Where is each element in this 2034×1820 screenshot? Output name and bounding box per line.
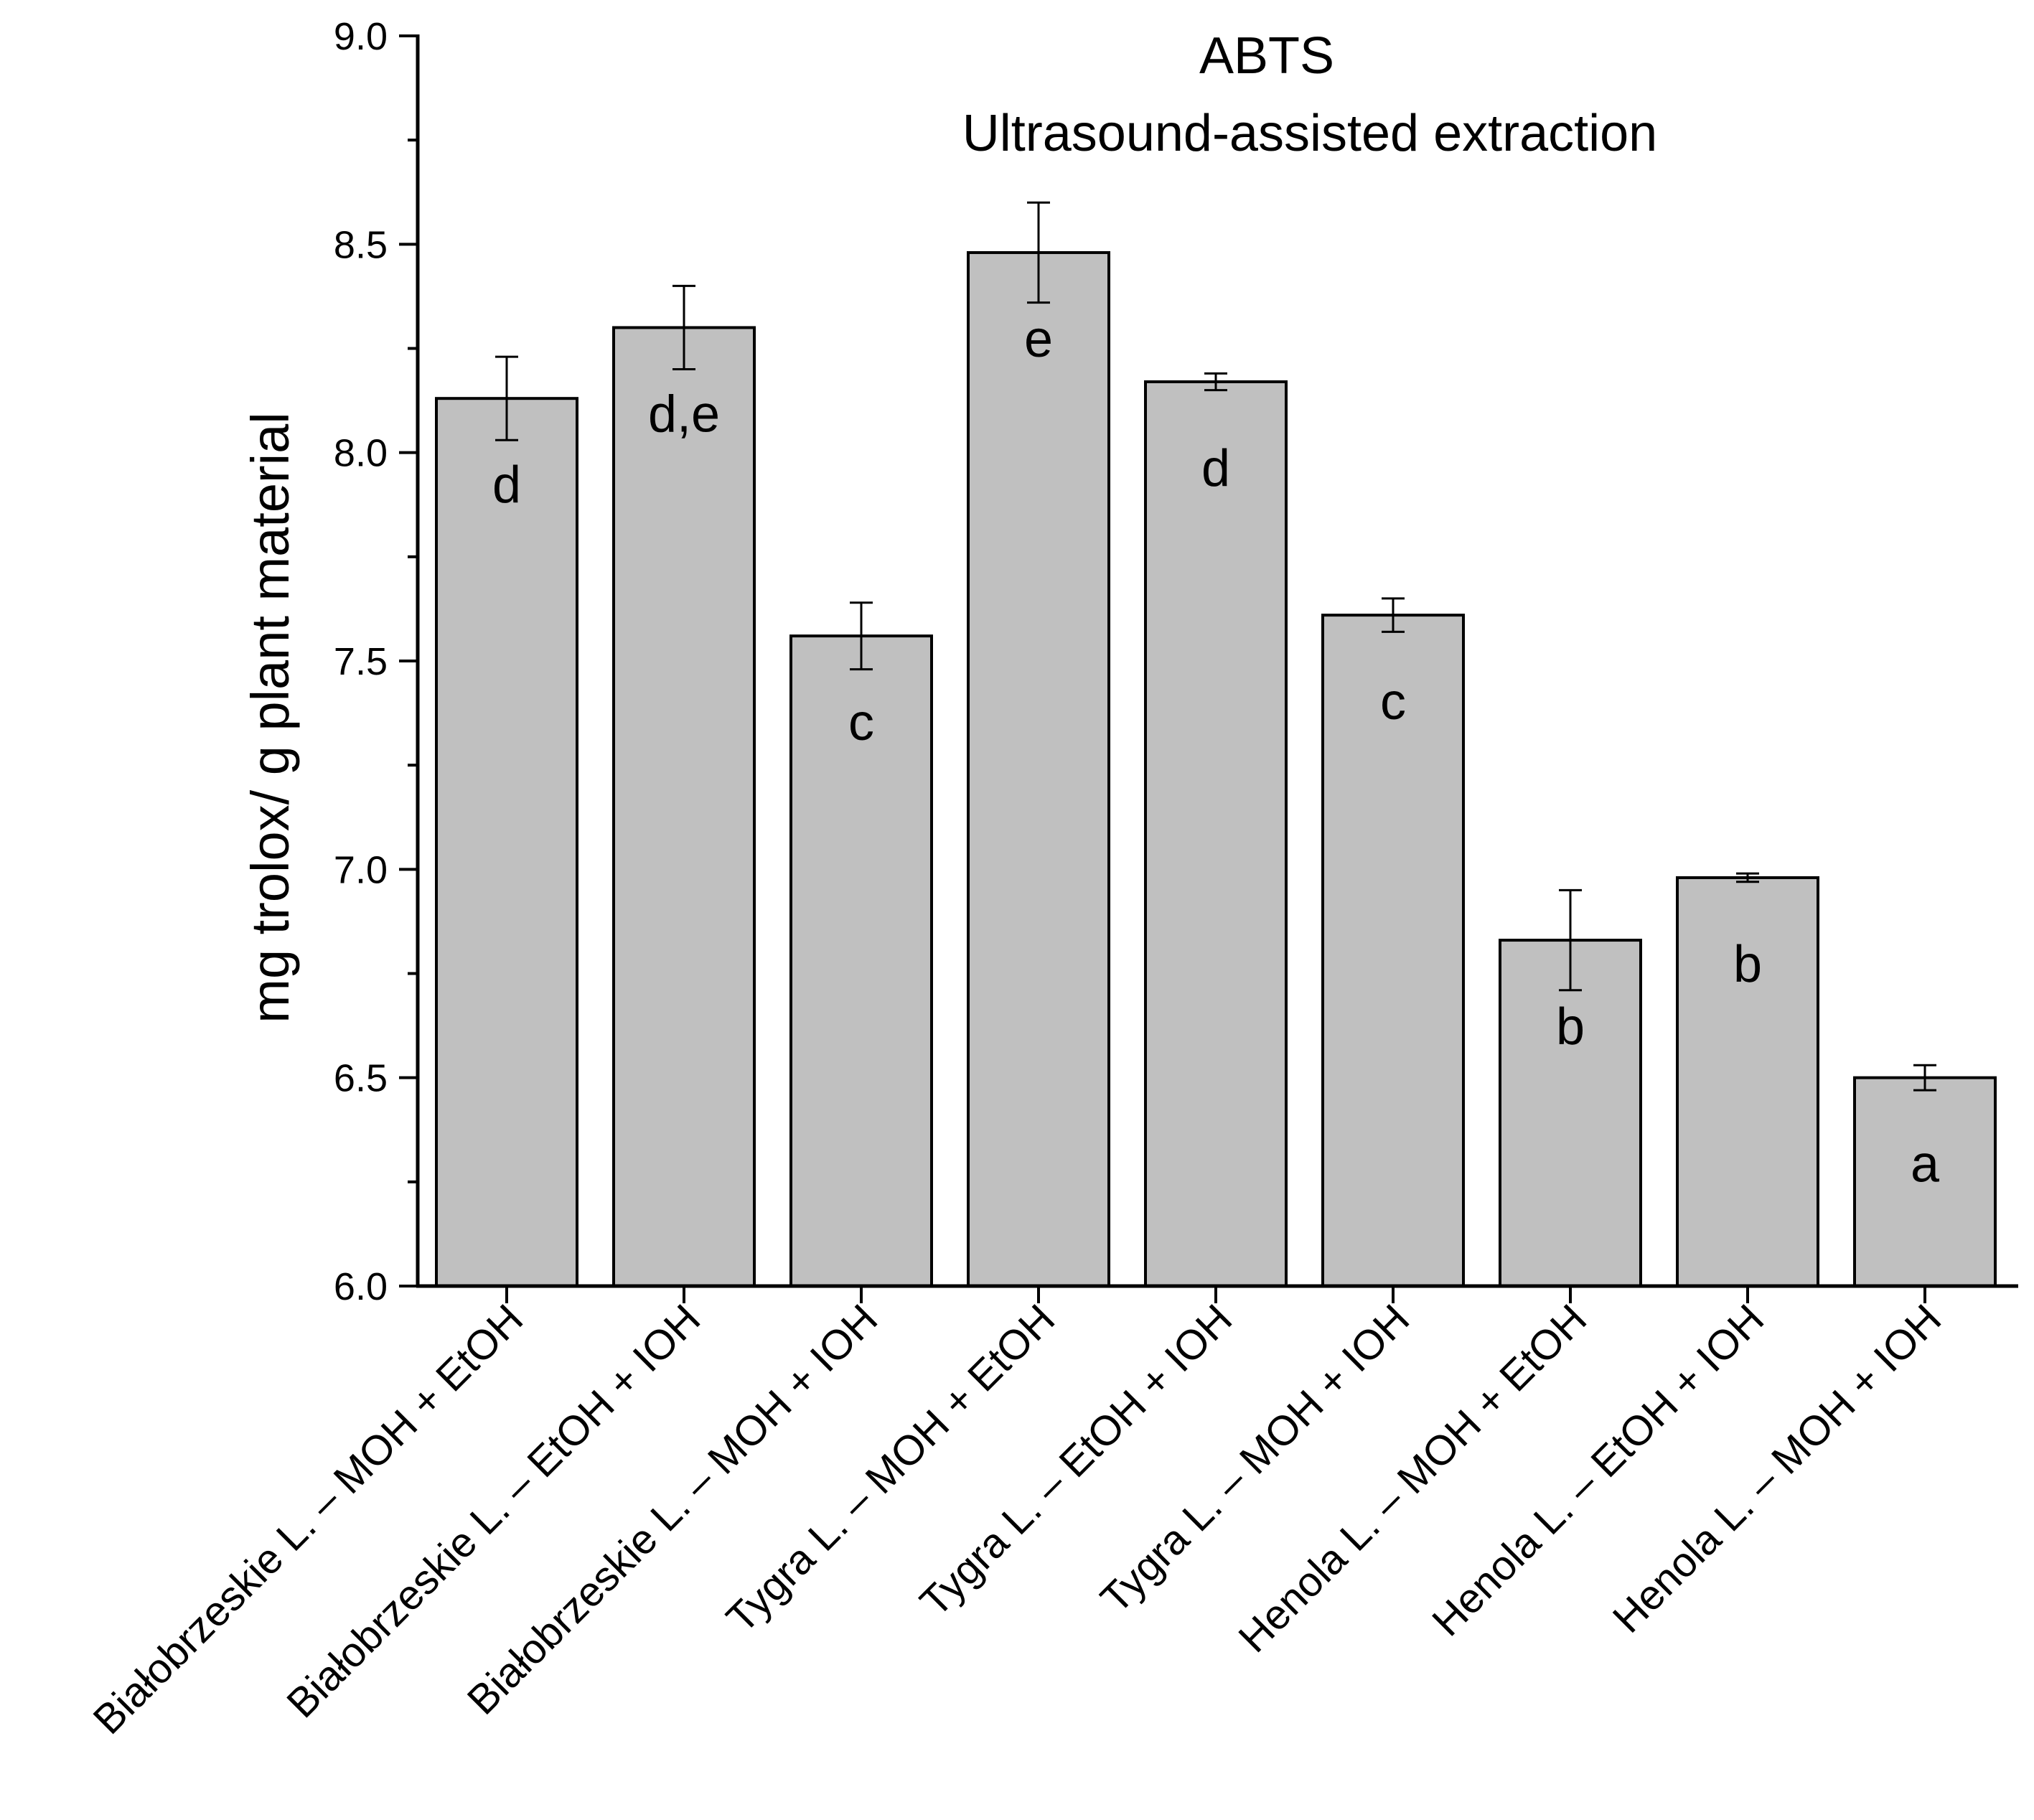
chart-title-line-2: Ultrasound-assisted extraction bbox=[962, 105, 1657, 162]
x-category-label: Henola L. – MOH + IOH bbox=[1604, 1295, 1950, 1641]
y-tick-label: 8.0 bbox=[334, 432, 388, 475]
bar bbox=[1499, 939, 1642, 1287]
y-axis-label: mg trolox/ g plant material bbox=[240, 412, 300, 1023]
significance-label: b bbox=[1733, 936, 1762, 993]
x-category-label: Tygra L. – MOH + IOH bbox=[1092, 1295, 1418, 1622]
y-tick-label: 7.5 bbox=[334, 640, 388, 683]
significance-label: b bbox=[1556, 998, 1585, 1056]
x-category-label: Tygra L. – MOH + EtOH bbox=[718, 1295, 1064, 1641]
y-tick-label: 9.0 bbox=[334, 15, 388, 58]
bar bbox=[435, 397, 578, 1287]
plot-area: dd,ecedcbba6.06.57.07.58.08.59.0Białobrz… bbox=[84, 15, 2018, 1743]
bar bbox=[612, 326, 756, 1287]
x-category-label: Henola L. – EtOH + IOH bbox=[1423, 1295, 1773, 1645]
y-tick-label: 6.5 bbox=[334, 1057, 388, 1100]
significance-label: a bbox=[1911, 1136, 1940, 1193]
significance-label: c bbox=[1380, 673, 1406, 731]
bar bbox=[967, 250, 1110, 1287]
significance-label: e bbox=[1024, 311, 1053, 368]
y-tick-label: 7.0 bbox=[334, 848, 388, 891]
bar bbox=[1144, 380, 1288, 1287]
significance-label: d bbox=[1201, 440, 1230, 497]
x-category-label: Henola L. – MOH + EtOH bbox=[1229, 1295, 1595, 1661]
y-tick-label: 8.5 bbox=[334, 223, 388, 266]
chart-title-line-1: ABTS bbox=[1199, 27, 1334, 85]
significance-label: d bbox=[492, 456, 521, 514]
y-tick-label: 6.0 bbox=[334, 1265, 388, 1308]
significance-label: d,e bbox=[648, 385, 720, 443]
x-category-label: Tygra L. – EtOH + IOH bbox=[911, 1295, 1242, 1626]
significance-label: c bbox=[848, 694, 874, 751]
bar bbox=[1321, 614, 1465, 1287]
